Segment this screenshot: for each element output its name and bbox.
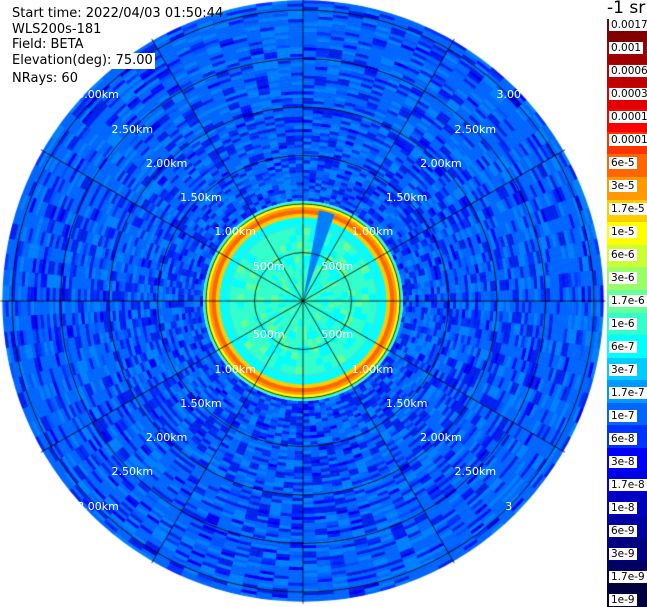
colorbar-tick-label: 1e-5 [609,226,637,238]
colorbar-tick-label: 6e-5 [609,157,637,169]
ppi-plot [0,0,607,607]
colorbar-tick-label: 3e-6 [609,272,637,284]
ring-label: 1.50km [180,396,222,410]
colorbar-tick-label: 6e-6 [609,249,637,261]
ring-label: 500m [252,328,285,342]
ring-label: 3.00 [496,88,522,102]
colorbar-tick-label: 6e-7 [609,341,637,353]
colorbar-tick-label: 0.00017 [609,111,647,123]
ring-label: 2.00km [420,156,462,170]
ring-label: 500m [252,259,285,273]
ring-label: 2.00km [420,431,462,445]
ring-label: 1.00km [351,362,394,376]
ring-label: 1.00km [351,225,394,239]
colorbar-tick-label: 0.001 [609,42,644,54]
field-text: Field: BETA [12,37,84,52]
colorbar-unit-label: -1 sr [607,0,646,18]
colorbar-tick-label: 1.7e-5 [609,203,647,215]
ring-label: 2.50km [111,122,154,136]
ring-label: 3.00km [77,88,119,102]
ring-label: 2.50km [454,465,497,479]
ring-label: 1.50km [385,191,428,205]
colorbar-tick-label: 1.7e-7 [609,387,647,399]
ring-label: 2.00km [145,156,188,170]
ring-label: 3.00km [77,499,119,513]
colorbar-tick-label: 1.7e-8 [609,479,647,491]
colorbar-tick-label: 3e-8 [609,456,637,468]
colorbar-tick-label: 1.7e-6 [609,295,647,307]
ring-label: 3 [505,499,513,513]
instrument-text: WLS200s-181 [12,22,102,37]
colorbar: 0.0017 0.001 0.0006 0.0003 0.00017 0.0001 6e-5… [607,19,647,607]
ring-label: 500m [321,259,354,273]
ring-label: 2.50km [454,122,497,136]
colorbar-tick-label: 6e-9 [609,525,637,537]
start-time-text: Start time: 2022/04/03 01:50:44 [12,6,224,21]
colorbar-tick-label: 1.7e-9 [609,571,647,583]
ring-label: 1.00km [214,225,256,239]
colorbar-tick-label: 6e-8 [609,433,637,445]
ring-label: 1.50km [385,396,428,410]
colorbar-tick-label: 3e-7 [609,364,637,376]
ring-label: 1.00km [214,362,256,376]
ring-label: 2.50km [111,465,154,479]
colorbar-tick-label: 0.0001 [609,134,647,146]
colorbar-tick-label: 1e-8 [609,502,637,514]
colorbar-tick-label: 1e-7 [609,410,637,422]
colorbar-tick-label: 1e-9 [609,594,637,606]
colorbar-tick-label: 1e-6 [609,318,637,330]
ring-label: 500m [321,328,354,342]
colorbar-tick-label: 0.0006 [609,65,647,77]
nrays-text: NRays: 60 [12,71,78,86]
colorbar-tick-label: 0.0017 [609,19,647,31]
ring-label: 1.50km [180,191,222,205]
colorbar-tick-label: 3e-5 [609,180,637,192]
ring-label: 2.00km [145,431,188,445]
elevation-text: Elevation(deg): 75.00 [12,53,155,69]
colorbar-tick-label: 3e-9 [609,548,637,560]
colorbar-tick-label: 0.0003 [609,88,647,100]
